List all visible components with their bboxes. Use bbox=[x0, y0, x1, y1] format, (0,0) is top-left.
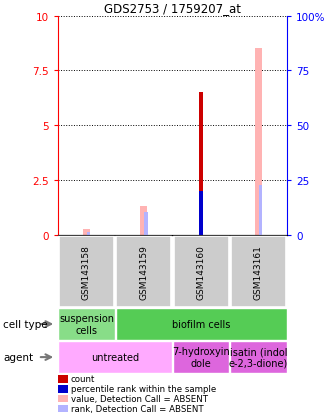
Bar bbox=[199, 192, 203, 235]
Bar bbox=[144, 212, 148, 235]
Text: suspension
cells: suspension cells bbox=[59, 313, 114, 335]
Text: count: count bbox=[71, 374, 95, 383]
Text: biofilm cells: biofilm cells bbox=[172, 319, 230, 329]
Bar bbox=[115, 309, 286, 340]
Bar bbox=[116, 236, 171, 307]
Bar bbox=[140, 207, 147, 235]
Bar bbox=[83, 230, 90, 235]
Bar bbox=[259, 185, 262, 235]
Text: untreated: untreated bbox=[91, 352, 139, 362]
Bar bbox=[174, 236, 229, 307]
Text: cell type: cell type bbox=[3, 319, 48, 329]
Bar bbox=[59, 236, 114, 307]
Text: value, Detection Call = ABSENT: value, Detection Call = ABSENT bbox=[71, 394, 208, 403]
Bar bbox=[58, 342, 172, 373]
Text: agent: agent bbox=[3, 352, 33, 362]
Text: GSM143159: GSM143159 bbox=[139, 244, 148, 299]
Text: percentile rank within the sample: percentile rank within the sample bbox=[71, 384, 216, 393]
Bar bbox=[230, 342, 286, 373]
Bar bbox=[231, 236, 286, 307]
Text: GSM143158: GSM143158 bbox=[82, 244, 91, 299]
Bar bbox=[87, 232, 90, 235]
Bar bbox=[58, 309, 115, 340]
Title: GDS2753 / 1759207_at: GDS2753 / 1759207_at bbox=[104, 2, 241, 15]
Text: 7-hydroxyin
dole: 7-hydroxyin dole bbox=[172, 347, 230, 368]
Text: GSM143160: GSM143160 bbox=[197, 244, 206, 299]
Text: rank, Detection Call = ABSENT: rank, Detection Call = ABSENT bbox=[71, 404, 204, 413]
Text: isatin (indol
e-2,3-dione): isatin (indol e-2,3-dione) bbox=[229, 347, 288, 368]
Text: GSM143161: GSM143161 bbox=[254, 244, 263, 299]
Bar bbox=[199, 93, 203, 235]
Bar bbox=[255, 50, 262, 235]
Bar bbox=[173, 342, 229, 373]
